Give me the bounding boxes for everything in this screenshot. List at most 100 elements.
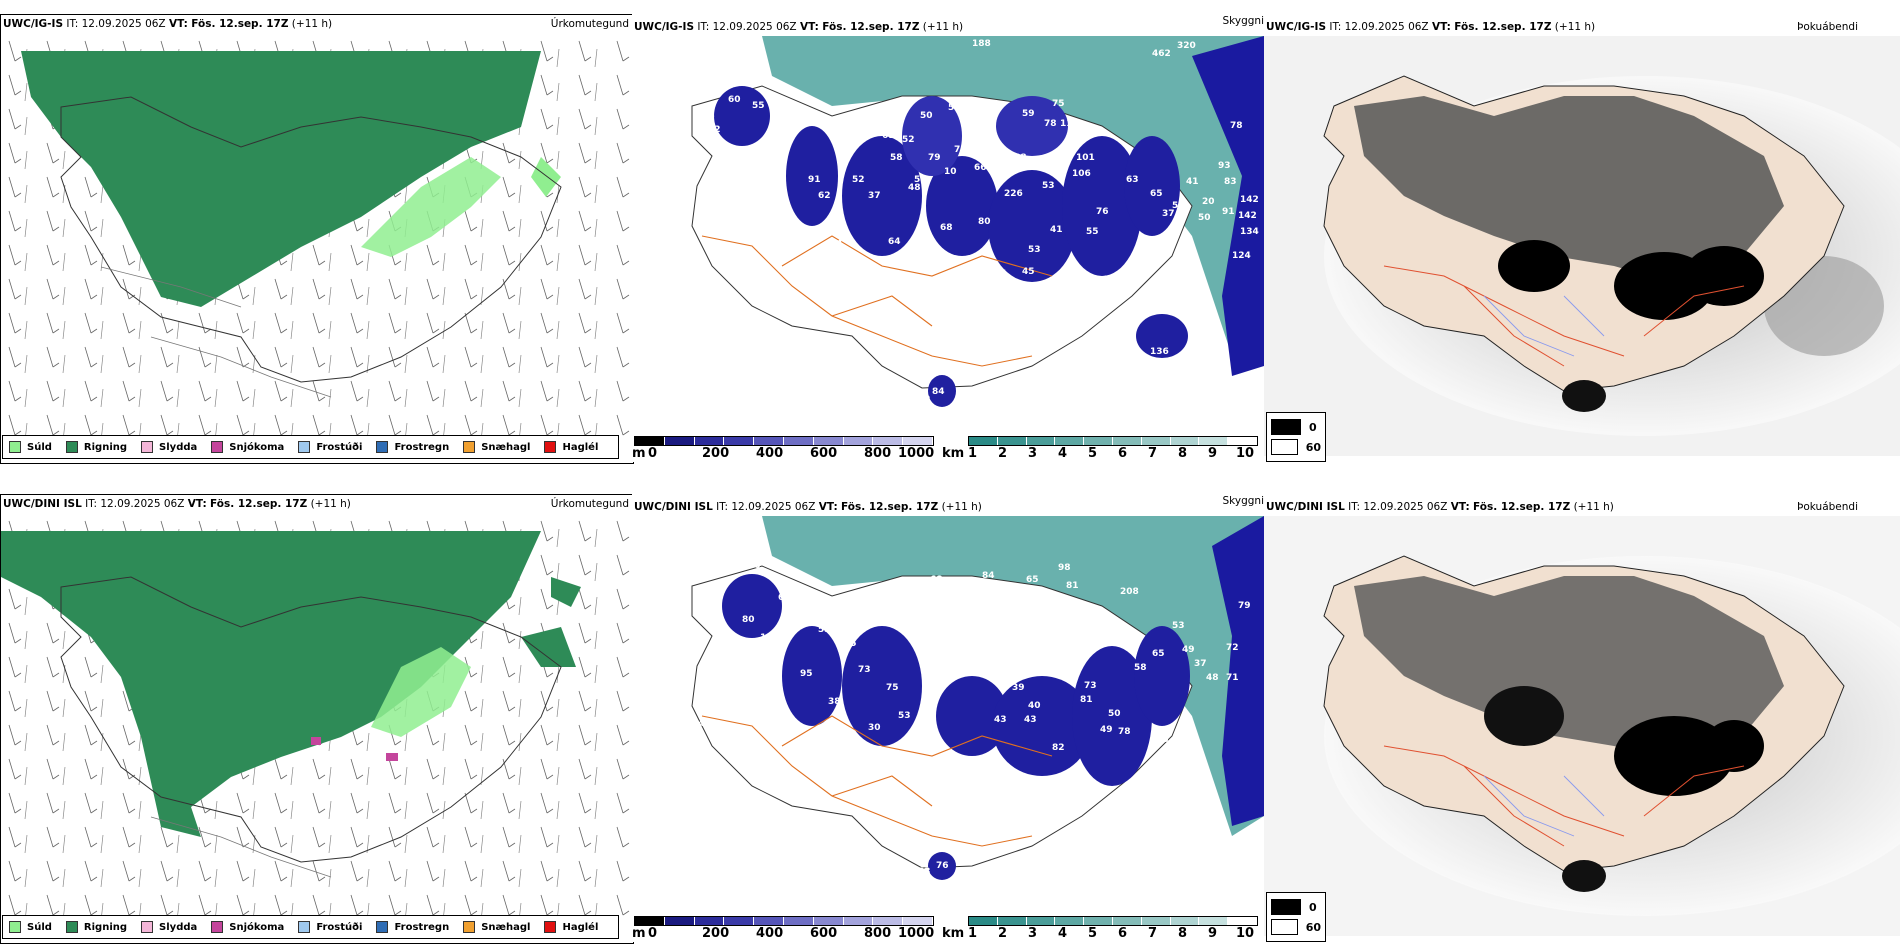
cloud-label: 39 [1012,683,1025,693]
colorbar-swatch [1112,917,1142,925]
cloud-label: 61 [944,593,957,603]
cloud-label: 68 [930,575,943,585]
panel-title: Skyggni [1222,15,1265,27]
vt-value: Fös. 12.sep. 17Z [210,498,308,510]
cloud-label: 36 [1156,735,1169,745]
legend-item: Frostúði [298,441,362,453]
it-value: 12.09.2025 06Z [1344,21,1429,33]
cloud-label: 63 [1126,175,1139,185]
colorbar-tick: 7 [1148,926,1158,941]
cloud-label: 50 [1198,213,1211,223]
vt-value: Fös. 12.sep. 17Z [1473,501,1571,513]
cloud-label: 76 [1096,207,1109,217]
panel-title: Úrkomutegund [550,498,629,510]
cloud-label: 73 [858,665,871,675]
precip-panel-top: UWC/IG-IS IT: 12.09.2025 06Z VT: Fös. 12… [0,14,634,464]
vt-label: VT: [1431,21,1451,33]
panel-title: Þokuábendi [1797,21,1858,33]
cloud-label: 134 [1240,227,1259,237]
cloud-label: 47 [940,649,953,659]
cloud-label: 81 [1066,581,1079,591]
visibility-panel-bottom: UWC/DINI ISL IT: 12.09.2025 06Z VT: Fös.… [632,494,1264,942]
cloud-label: 30 [868,723,881,733]
cloud-label: 58 [890,153,903,163]
colorbar-tick: 2 [998,926,1008,941]
colorbar-tick: 3 [1028,926,1038,941]
precip-map [1,517,633,923]
cloud-label: 49 [1182,645,1195,655]
fog-map [1264,36,1900,456]
lead-time: (+11 h) [310,498,351,510]
legend-item: Frostregn [376,441,449,453]
it-value: 12.09.2025 06Z [81,18,166,30]
cloud-label: 48 [908,183,921,193]
cloud-label: 98 [1058,563,1071,573]
cloud-label: 52 [852,175,865,185]
cloud-label: 12 [918,395,931,405]
cloud-label: 54 [948,103,961,113]
cloud-label: 59 [1022,109,1035,119]
colorbar-tick: 10 [1236,926,1255,941]
visibility-colorbar: km 1 2 3 4 5 6 7 8 9 10 [942,436,1258,461]
colorbar-swatch [1170,437,1200,445]
cloud-label: 79 [928,153,941,163]
cloud-label: 72 [1226,643,1239,653]
vt-label: VT: [1450,501,1470,513]
cloud-label: 91 [808,175,821,185]
colorbar-swatch [1055,437,1085,445]
cloud-label: 32 [852,291,865,301]
fog-panel-bottom: UWC/DINI ISL IT: 12.09.2025 06Z VT: Fös.… [1264,494,1900,942]
cloud-label: 99 [762,647,775,657]
cloud-label: 93 [1218,161,1231,171]
cloud-label: 36 [862,749,875,759]
cloud-label: 71 [1226,673,1239,683]
cloud-label: 37 [860,279,873,289]
colorbar-swatch [635,917,665,925]
visibility-panel-top: UWC/IG-IS IT: 12.09.2025 06Z VT: Fös. 12… [632,14,1264,462]
panel-title: Úrkomutegund [550,18,629,30]
cloud-label: 69 [778,593,791,603]
vt-value: Fös. 12.sep. 17Z [822,21,920,33]
cloud-label: 42 [708,125,721,135]
colorbar-tick: 4 [1058,446,1068,461]
colorbar-tick: 9 [1208,446,1218,461]
cloud-label: 20 [1202,197,1215,207]
precip-legend: Súld Rigning Slydda Snjókoma Frostúði Fr… [2,435,620,459]
model-name: UWC/DINI ISL [3,498,82,510]
colorbar-swatch [754,437,784,445]
cloud-label: 50 [880,607,893,617]
cloud-label: 136 [1150,347,1169,357]
fog-map [1264,516,1900,936]
legend-item: Snjókoma [211,441,284,453]
legend-item: Rigning [65,921,127,933]
colorbar-tick: 1000 [898,926,935,941]
cloud-label: 48 [1206,673,1219,683]
cloud-label: 121 [760,633,779,643]
cloud-label: 102 [1060,309,1079,319]
colorbar-swatch [1199,437,1229,445]
colorbar-tick: 6 [1118,926,1128,941]
it-value: 12.09.2025 06Z [712,21,797,33]
cloud-label: 100 [1040,645,1059,655]
cloud-label: 61 [882,131,895,141]
cloud-label: 78 [1230,121,1243,131]
panel-title: Þokuábendi [1797,501,1858,513]
colorbar-tick: 0 [648,446,658,461]
cloud-label: 76 [936,861,949,871]
colorbar-tick: 5 [1088,446,1098,461]
cloud-label: 44 [692,719,705,729]
cloud-label: 03 [918,867,931,877]
legend-item: Frostregn [376,921,449,933]
cloud-label: 226 [1004,189,1023,199]
cloud-label: 44 [994,269,1007,279]
precip-map [1,37,633,443]
colorbar-swatch [1055,917,1085,925]
cloud-label: 37 [1194,659,1207,669]
cloud-label: 56 [1172,201,1185,211]
cloud-label: 50 [1108,709,1121,719]
cloud-label: 88 [1014,153,1027,163]
cloud-label: 38 [828,697,841,707]
legend-item: Snæhagl [463,921,530,933]
colorbar-swatch [694,917,725,925]
cloud-label: 71 [954,145,967,155]
